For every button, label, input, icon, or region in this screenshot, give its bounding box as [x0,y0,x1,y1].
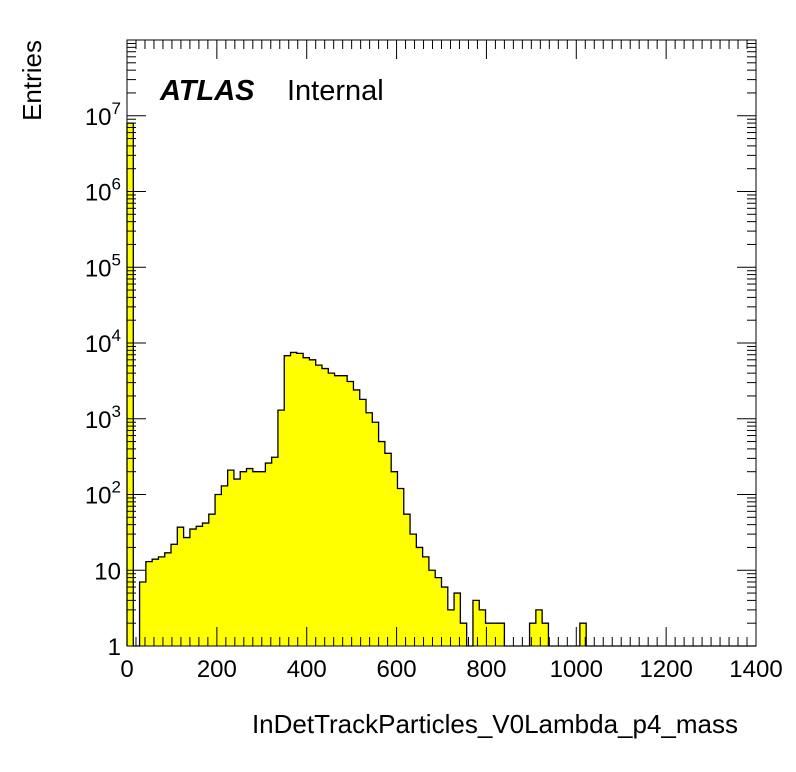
x-tick-label: 200 [197,656,237,683]
x-tick-label: 600 [377,656,417,683]
y-tick-label: 104 [85,326,121,358]
atlas-status-label: Internal [287,75,384,107]
y-axis-title: Entries [17,40,47,121]
histogram-bin [284,355,291,646]
x-axis-title: InDetTrackParticles_V0Lambda_p4_mass [252,709,738,739]
histogram-bin [447,609,455,646]
histogram-bin [410,534,417,646]
histogram-bin [491,623,499,646]
histogram-bin [397,488,405,646]
y-tick-label: 106 [85,175,121,207]
y-tick-label: 102 [85,478,121,510]
histogram-bin [240,471,247,646]
y-tick-label: 105 [85,250,121,282]
histogram-bin [303,357,310,646]
histogram-bin [164,552,172,646]
histogram-bin [535,609,543,646]
histogram-bin [265,463,272,646]
histogram-bin [296,353,304,646]
histogram-bin [416,547,423,646]
histogram-bin [542,623,549,646]
y-tick-labels: 1 10 102 103 104 105 106 107 [85,99,121,661]
histogram-bin [252,471,260,646]
histogram-bin [277,410,285,646]
x-tick-label: 1000 [550,656,603,683]
histogram-bin [152,559,159,646]
histogram-bin [359,399,367,646]
histogram-bin [183,537,191,646]
histogram-bin [353,389,361,646]
histogram-bin [428,570,436,646]
histogram-bin [435,577,442,646]
histogram-bin [372,422,379,646]
histogram-bin [340,375,348,646]
histogram-bin [422,556,430,646]
histogram-bin [347,381,354,646]
histogram-bin [145,561,153,646]
histogram-bin [202,523,210,646]
y-tick-label: 107 [85,99,121,131]
histogram-bin [403,514,411,646]
histogram-bin [579,623,587,646]
histogram-bin [366,412,373,646]
x-tick-label: 1400 [729,656,782,683]
histogram-bin [171,544,178,646]
histogram-bin [177,527,184,646]
histogram-bin [158,556,166,646]
histogram-bin [309,359,316,646]
histogram-bin [334,375,342,646]
histogram-bin [454,593,461,646]
histogram-bin [271,457,279,646]
histogram-bin [479,609,486,646]
histogram-bin [227,470,235,646]
histogram-bin [127,123,134,647]
axis-ticks [126,40,757,647]
histogram-bin [328,373,335,646]
histogram-bin [189,529,197,646]
y-tick-label: 10 [94,558,121,585]
histogram-bin [391,471,398,646]
histogram-bin [315,365,323,646]
atlas-label: ATLAS [159,75,255,107]
histogram-bin [139,581,147,646]
x-tick-label: 400 [287,656,327,683]
histogram-bin [441,587,449,646]
y-tick-label: 1 [108,634,121,661]
histogram-bars [126,122,756,647]
x-tick-label: 800 [466,656,506,683]
histogram-bin [384,453,392,646]
histogram-bin [472,600,480,646]
histogram-bin [498,623,505,646]
histogram-bin [485,623,493,646]
histogram-bin [233,479,241,646]
histogram-bin [321,368,329,646]
histogram-bin [290,352,298,646]
x-tick-labels: 0 200 400 600 800 1000 1200 1400 [120,656,782,683]
y-tick-label: 103 [85,402,121,434]
histogram-outline [126,122,756,647]
histogram-bin [529,623,537,646]
histogram-bin [378,441,386,646]
histogram-bin [208,514,216,646]
histogram-bin [460,623,467,646]
histogram-bin [259,471,266,646]
x-tick-label: 0 [120,656,133,683]
histogram-bin [221,485,228,646]
histogram-bin [246,468,254,646]
histogram-bin [215,494,222,646]
histogram-bin [196,526,203,646]
x-tick-label: 1200 [639,656,692,683]
